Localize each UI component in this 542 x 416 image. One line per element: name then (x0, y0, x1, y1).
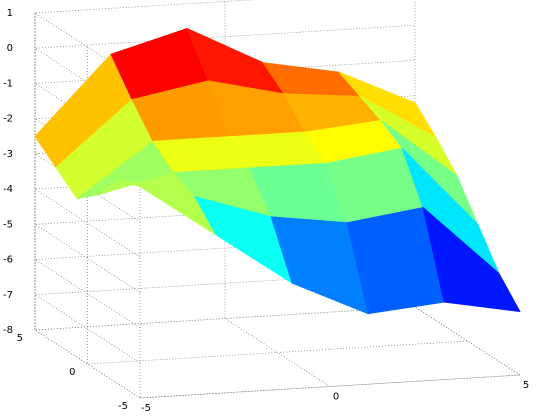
x-tick-label: 5 (523, 380, 529, 391)
z-tick-label: -4 (3, 184, 13, 195)
z-tick-label: -1 (3, 78, 13, 89)
z-tick-label: 1 (7, 8, 13, 19)
surface-patch (422, 206, 521, 313)
grid-line (34, 13, 416, 331)
z-tick-label: -7 (3, 290, 13, 301)
z-tick-label: -2 (3, 114, 13, 125)
x-tick-label: -5 (141, 403, 151, 414)
grid-line (33, 306, 416, 399)
grid-line (414, 0, 521, 376)
z-tick-label: -6 (3, 255, 13, 266)
z-tick-label: 0 (7, 43, 13, 54)
y-tick-label: -5 (118, 401, 128, 412)
z-tick-label: -5 (3, 219, 13, 230)
z-tick-label: -3 (3, 149, 13, 160)
axis-line (139, 306, 522, 399)
z-tick-label: -8 (3, 325, 13, 336)
x-tick-label: 0 (333, 392, 339, 403)
y-tick-label: 0 (69, 367, 75, 378)
y-tick-label: 5 (17, 333, 23, 344)
grid-line (33, 24, 416, 117)
